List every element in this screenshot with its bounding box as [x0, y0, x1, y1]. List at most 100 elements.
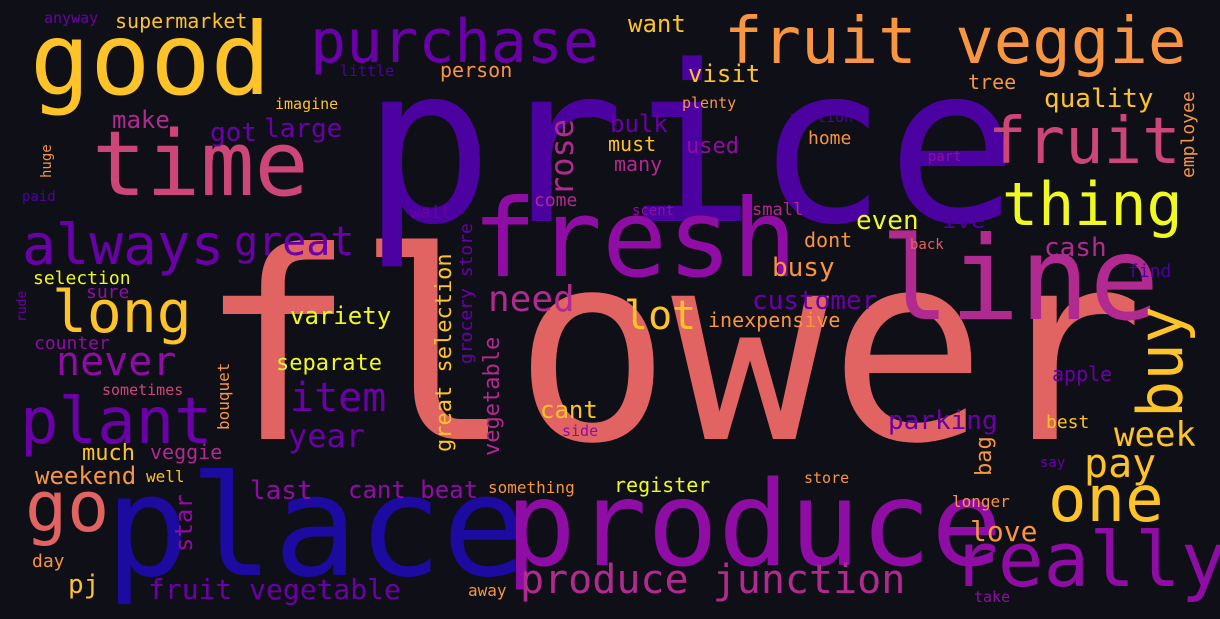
- word-fruit-vegetable: fruit vegetable: [148, 573, 401, 606]
- word-say: say: [1040, 455, 1066, 471]
- word-back: back: [910, 237, 944, 253]
- word-go: go: [25, 466, 110, 548]
- word-paid: paid: [22, 189, 56, 205]
- word-busy: busy: [772, 253, 835, 283]
- word-cash: cash: [1044, 233, 1107, 263]
- word-little: little: [340, 62, 395, 80]
- word-must: must: [608, 132, 657, 156]
- word-last: last: [250, 476, 313, 506]
- word-plenty: plenty: [682, 94, 737, 112]
- word-away: away: [468, 581, 507, 600]
- word-huge: huge: [39, 144, 55, 178]
- word-fruit-veggie: fruit veggie: [724, 5, 1187, 79]
- word-always: always: [22, 213, 225, 278]
- word-pj: pj: [68, 570, 100, 600]
- word-long: long: [52, 278, 192, 346]
- word-part: part: [928, 149, 962, 165]
- word-come: come: [534, 190, 578, 211]
- word-used: used: [686, 134, 739, 159]
- word-longer: longer: [952, 492, 1010, 511]
- word-inexpensive: inexpensive: [708, 308, 841, 332]
- word-imagine: imagine: [275, 95, 339, 113]
- word-price: price: [362, 20, 1019, 273]
- word-time: time: [92, 112, 309, 217]
- word-rude: rude: [15, 290, 30, 322]
- word-dont: dont: [804, 228, 853, 252]
- word-place: place: [105, 446, 527, 609]
- word-portion: portion: [790, 108, 854, 126]
- word-bulk: bulk: [610, 110, 668, 138]
- word-purchase: purchase: [310, 7, 599, 77]
- word-customer: customer: [752, 286, 878, 316]
- word-produce-junction: produce junction: [520, 557, 906, 603]
- word-selection: selection: [33, 268, 131, 289]
- word-parking: parking: [888, 406, 998, 436]
- word-store: store: [804, 469, 850, 487]
- word-pay: pay: [1084, 441, 1157, 487]
- word-star: star: [170, 494, 198, 552]
- word-cant-beat: cant beat: [348, 476, 479, 504]
- word-year: year: [288, 417, 366, 455]
- word-buy: buy: [1124, 306, 1197, 418]
- word-lot: lot: [624, 293, 697, 339]
- word-bouquet: bouquet: [214, 362, 233, 430]
- word-weekend: weekend: [35, 462, 137, 490]
- word-line: line: [880, 212, 1160, 347]
- word-day: day: [32, 551, 65, 572]
- word-quality: quality: [1044, 84, 1154, 114]
- word-got: got: [210, 118, 257, 148]
- word-fruit: fruit: [988, 105, 1181, 179]
- word-scent: scent: [632, 203, 675, 219]
- word-great: great: [234, 219, 355, 265]
- word-visit: visit: [688, 60, 761, 88]
- word-plant: plant: [20, 385, 213, 459]
- word-good: good: [30, 1, 271, 118]
- word-employee: employee: [1178, 91, 1199, 178]
- word-well: well: [146, 467, 185, 486]
- word-need: need: [488, 279, 575, 320]
- word-week: week: [1114, 415, 1196, 455]
- word-person: person: [440, 58, 513, 82]
- word-separate: separate: [276, 351, 382, 376]
- word-really: really: [952, 515, 1220, 604]
- word-tree: tree: [968, 70, 1017, 94]
- word-wait: wait: [410, 203, 451, 223]
- word-ive: ive: [942, 206, 986, 234]
- word-never: never: [56, 339, 177, 385]
- word-much: much: [82, 441, 135, 466]
- word-best: best: [1046, 412, 1090, 433]
- word-veggie: veggie: [150, 440, 223, 464]
- word-item: item: [290, 375, 387, 421]
- word-fresh: fresh: [472, 177, 798, 302]
- word-even: even: [856, 206, 919, 236]
- word-home: home: [808, 128, 852, 149]
- word-anyway: anyway: [44, 9, 99, 27]
- word-make: make: [112, 106, 170, 134]
- word-one: one: [1048, 463, 1164, 537]
- word-supermarket: supermarket: [115, 9, 248, 33]
- word-great-selection: great selection: [432, 253, 457, 452]
- word-love: love: [970, 515, 1038, 548]
- word-cant: cant: [540, 396, 598, 424]
- word-register: register: [614, 473, 711, 497]
- word-small: small: [752, 200, 804, 220]
- word-many: many: [614, 152, 663, 176]
- word-vegetable: vegetable: [480, 336, 505, 456]
- word-rose: rose: [543, 118, 581, 196]
- word-grocery-store: grocery store: [456, 223, 477, 364]
- word-variety: variety: [290, 302, 392, 330]
- word-thing: thing: [1002, 170, 1183, 240]
- word-apple: apple: [1052, 362, 1113, 386]
- word-side: side: [562, 422, 599, 440]
- word-large: large: [264, 114, 343, 144]
- word-produce: produce: [505, 455, 1003, 593]
- word-find: find: [1128, 261, 1172, 282]
- word-sometimes: sometimes: [102, 381, 184, 399]
- word-counter: counter: [34, 333, 110, 354]
- word-something: something: [488, 478, 575, 497]
- word-flower: flower: [198, 196, 1145, 501]
- word-take: take: [974, 588, 1011, 606]
- word-want: want: [628, 10, 686, 38]
- word-sure: sure: [86, 282, 130, 303]
